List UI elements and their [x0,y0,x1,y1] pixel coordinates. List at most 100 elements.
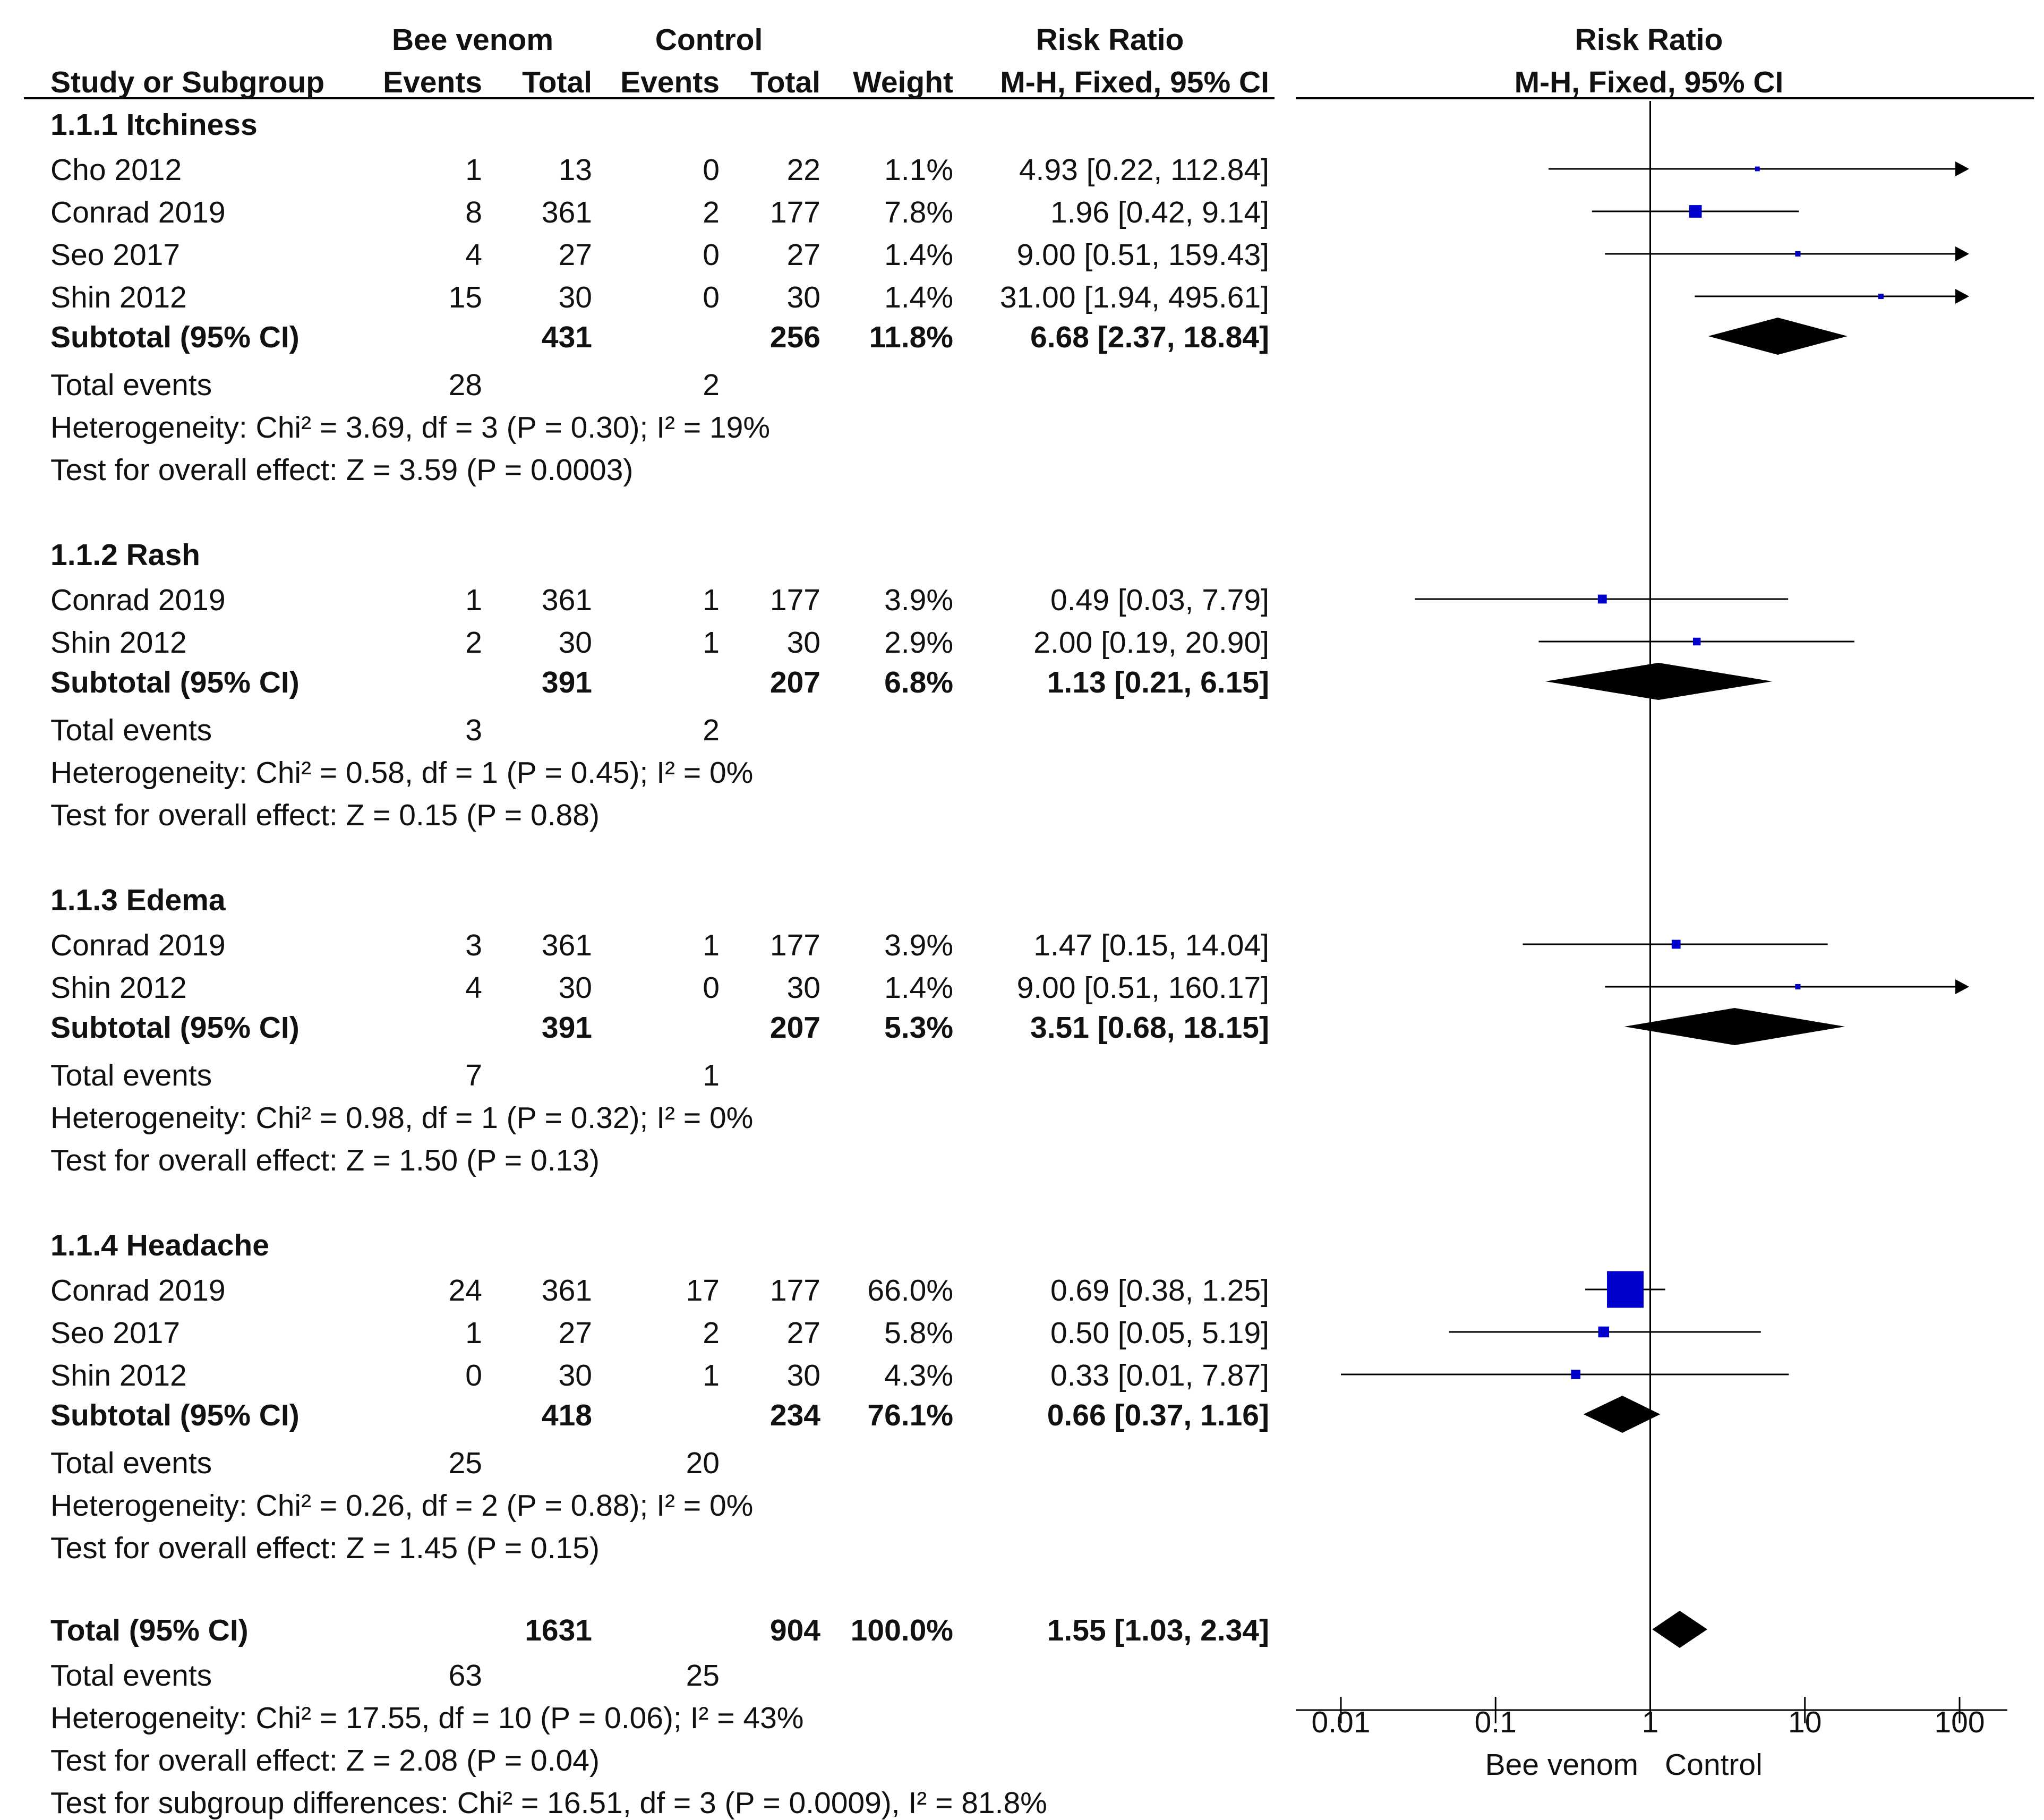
risk-ratio-ci: 31.00 [1.94, 495.61] [999,280,1269,315]
total-events-label: Total events [50,368,212,403]
overall-effect-text: Test for overall effect: Z = 1.50 (P = 0… [50,1143,600,1178]
study-marker [1598,1326,1610,1338]
subtotal-ci: 1.13 [0.21, 6.15] [1047,665,1269,700]
total-2: 30 [786,626,820,660]
total-label: Total (95% CI) [50,1613,249,1648]
total-events-1: 25 [448,1446,482,1481]
risk-ratio-ci: 0.33 [0.01, 7.87] [1050,1358,1269,1393]
ci-arrow [1955,246,1969,261]
subtotal-total-2: 207 [769,665,820,700]
events-2: 0 [703,971,720,1005]
subtotal-weight: 5.3% [884,1011,953,1045]
events-2: 0 [703,153,720,187]
risk-ratio-ci: 2.00 [0.19, 20.90] [1033,626,1269,660]
weight: 1.4% [884,238,953,272]
total-weight: 100.0% [850,1613,953,1648]
study-marker [1607,1271,1644,1308]
heterogeneity-text: Heterogeneity: Chi² = 0.58, df = 1 (P = … [50,756,754,790]
subtotal-total-2: 256 [769,320,820,355]
total-events-1: 7 [465,1058,482,1093]
events-1: 24 [448,1274,482,1308]
ci-arrow [1955,161,1969,176]
subtotal-ci: 6.68 [2.37, 18.84] [1030,320,1269,355]
total-overall-effect-text: Test for overall effect: Z = 2.08 (P = 0… [50,1744,600,1778]
total-events-label: Total events [50,713,212,748]
subgroup-title: 1.1.1 Itchiness [50,108,258,142]
overall-effect-text: Test for overall effect: Z = 3.59 (P = 0… [50,453,634,488]
weight: 66.0% [867,1274,953,1308]
events-2: 1 [703,626,720,660]
events-1: 2 [465,626,482,660]
total-2: 27 [786,1316,820,1351]
subtotal-label: Subtotal (95% CI) [50,665,300,700]
events-2: 0 [703,238,720,272]
x-tick-label: 10 [1788,1705,1822,1739]
header-weight: Weight [853,65,953,100]
events-2: 1 [703,583,720,618]
subtotal-total-2: 207 [769,1011,820,1045]
total-events-2: 2 [703,368,720,403]
total-1: 30 [558,626,592,660]
total-events-label: Total events [50,1446,212,1481]
total-total-2: 904 [769,1613,820,1648]
weight: 7.8% [884,195,953,230]
header-total2: Total [750,65,820,100]
header-group1: Bee venom [391,23,554,57]
heterogeneity-text: Heterogeneity: Chi² = 0.98, df = 1 (P = … [50,1101,754,1135]
events-1: 8 [465,195,482,230]
study-marker [1878,293,1884,300]
total-2: 177 [769,195,820,230]
x-tick-label: 100 [1934,1705,1985,1739]
study-name: Conrad 2019 [50,195,226,230]
study-name: Shin 2012 [50,280,187,315]
header-group2: Control [655,23,763,57]
x-tick-label: 1 [1641,1705,1659,1739]
study-marker [1692,637,1701,646]
study-marker [1795,251,1801,257]
total-events-label: Total events [50,1058,212,1093]
risk-ratio-ci: 0.50 [0.05, 5.19] [1050,1316,1269,1351]
study-name: Shin 2012 [50,626,187,660]
subtotal-total-1: 418 [541,1398,592,1433]
grand-total-events-1: 63 [448,1659,482,1693]
study-marker [1671,939,1681,949]
study-name: Shin 2012 [50,1358,187,1393]
total-1: 27 [558,1316,592,1351]
subtotal-weight: 76.1% [867,1398,953,1433]
total-events-1: 3 [465,713,482,748]
weight: 5.8% [884,1316,953,1351]
risk-ratio-ci: 9.00 [0.51, 159.43] [1016,238,1269,272]
favours-right-label: Control [1665,1748,1763,1782]
events-1: 1 [465,1316,482,1351]
events-2: 17 [686,1274,720,1308]
total-events-2: 1 [703,1058,720,1093]
total-1: 30 [558,1358,592,1393]
total-events-1: 28 [448,368,482,403]
study-marker [1597,594,1607,604]
heterogeneity-text: Heterogeneity: Chi² = 3.69, df = 3 (P = … [50,411,771,445]
events-1: 1 [465,153,482,187]
subtotal-ci: 0.66 [0.37, 1.16] [1047,1398,1269,1433]
total-1: 13 [558,153,592,187]
grand-total-events-label: Total events [50,1659,212,1693]
x-tick-label: 0.01 [1311,1705,1371,1739]
events-1: 0 [465,1358,482,1393]
risk-ratio-ci: 9.00 [0.51, 160.17] [1016,971,1269,1005]
subgroup-title: 1.1.2 Rash [50,538,200,573]
weight: 1.1% [884,153,953,187]
total-1: 30 [558,280,592,315]
events-2: 1 [703,928,720,963]
pooled-diamond [1545,663,1773,700]
risk-ratio-ci: 0.49 [0.03, 7.79] [1050,583,1269,618]
risk-ratio-ci: 1.96 [0.42, 9.14] [1050,195,1269,230]
events-1: 4 [465,238,482,272]
total-2: 177 [769,583,820,618]
risk-ratio-ci: 0.69 [0.38, 1.25] [1050,1274,1269,1308]
overall-effect-text: Test for overall effect: Z = 1.45 (P = 0… [50,1531,600,1566]
ci-arrow [1955,289,1969,304]
subtotal-label: Subtotal (95% CI) [50,1398,300,1433]
events-1: 15 [448,280,482,315]
subtotal-ci: 3.51 [0.68, 18.15] [1030,1011,1269,1045]
risk-ratio-ci: 4.93 [0.22, 112.84] [1019,153,1269,187]
